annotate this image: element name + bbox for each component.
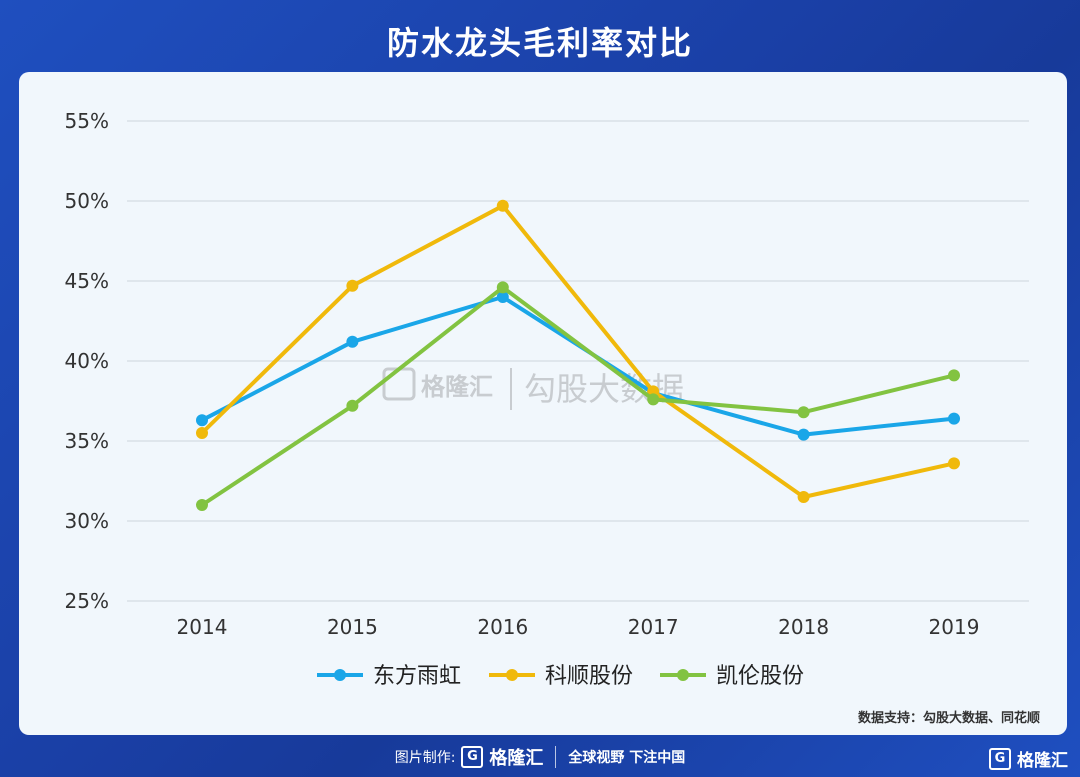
chart-title: 防水龙头毛利率对比 (386, 24, 693, 62)
legend-label: 东方雨虹 (373, 664, 461, 689)
y-tick-label: 45% (65, 269, 109, 293)
y-tick-label: 50% (65, 189, 109, 213)
series-line (200, 203, 955, 499)
x-tick-label: 2016 (477, 615, 528, 639)
data-point (346, 335, 359, 348)
series-line (200, 285, 955, 507)
data-point (346, 279, 359, 292)
footer-brand: 格隆汇 (489, 748, 544, 769)
x-tick-label: 2014 (177, 615, 228, 639)
footer-divider (555, 746, 557, 768)
x-tick-label: 2019 (929, 615, 980, 639)
data-point (797, 491, 810, 503)
y-tick-label: 25% (65, 589, 109, 613)
legend-swatch-marker (334, 669, 346, 681)
data-point (346, 399, 359, 412)
corner-brand: G 格隆汇 (989, 746, 1068, 771)
data-point (196, 414, 208, 427)
x-tick-label: 2017 (628, 615, 679, 639)
corner-logo-icon: G (989, 747, 1011, 770)
footer-made-by: 图片制作: (394, 750, 456, 766)
data-point (948, 369, 960, 382)
footer-slogan: 全球视野 下注中国 (568, 750, 686, 766)
x-tick-label: 2015 (327, 615, 378, 639)
footer-logo-icon: G (461, 746, 484, 768)
watermark-text: 勾股大数据 (524, 370, 684, 408)
y-tick-label: 40% (65, 349, 109, 373)
legend-swatch-marker (506, 669, 518, 681)
data-point (496, 291, 509, 303)
legend-label: 科顺股份 (545, 664, 633, 689)
footer: 图片制作: G 格隆汇 全球视野 下注中国 (0, 742, 1080, 772)
data-point (196, 499, 208, 511)
corner-brand-text: 格隆汇 (1017, 751, 1068, 771)
data-point (196, 427, 208, 439)
data-source: 数据支持：勾股大数据、同花顺 (857, 711, 1040, 726)
legend-swatch-marker (677, 669, 689, 681)
data-point (797, 428, 810, 441)
data-point (948, 412, 960, 425)
data-point (948, 457, 960, 470)
series-line (201, 295, 955, 437)
legend-label: 凯伦股份 (716, 664, 804, 689)
watermark-brand: 格隆汇 (421, 373, 493, 401)
data-point (647, 393, 660, 406)
watermark-logo-icon (382, 367, 416, 401)
x-tick-label: 2018 (778, 615, 829, 639)
line-chart: 25% 30% 35% 40% 45% 50% 55% 2014 2015 2016 2017 201… (65, 109, 1029, 689)
y-tick-label: 55% (65, 109, 109, 133)
y-tick-label: 30% (65, 509, 109, 533)
data-point (797, 406, 810, 419)
data-point (496, 199, 509, 212)
y-tick-label: 35% (65, 429, 109, 453)
chart-panel: 25% 30% 35% 40% 45% 50% 55% 2014 2015 2016 2017 201… (19, 72, 1067, 735)
data-point (496, 281, 509, 294)
